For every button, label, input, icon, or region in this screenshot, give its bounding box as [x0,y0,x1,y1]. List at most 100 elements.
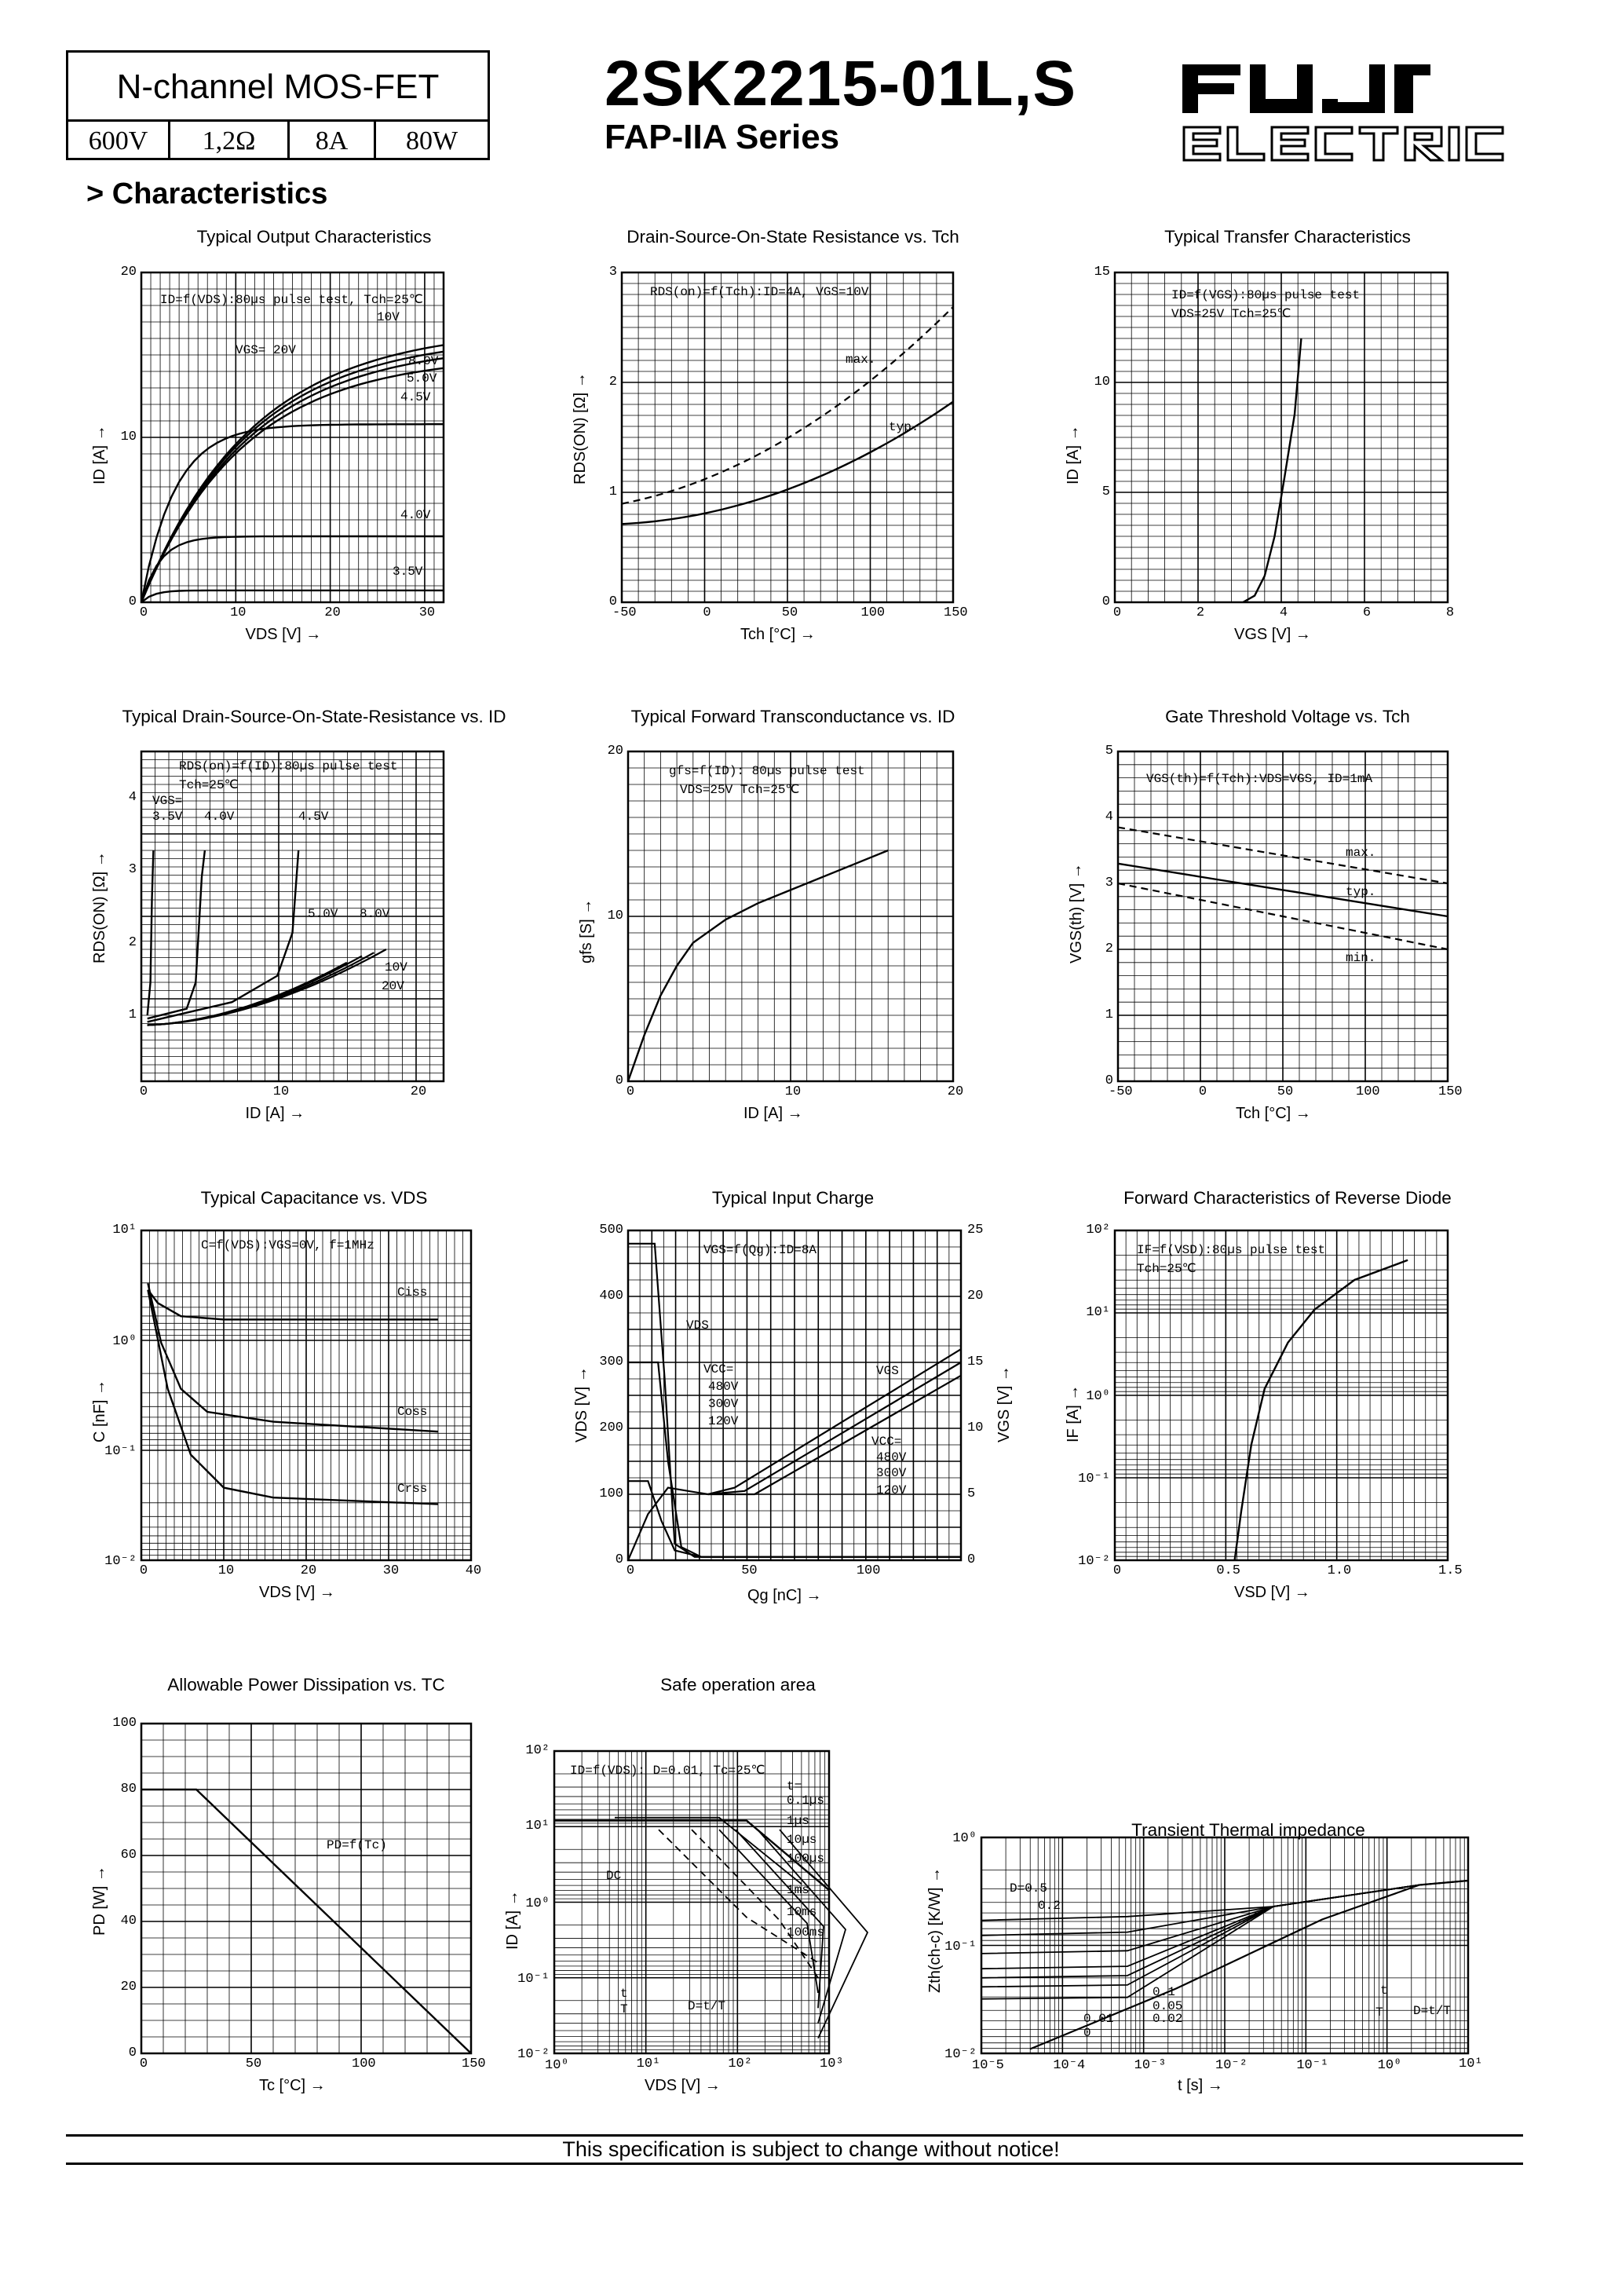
c11-note: 10µs [787,1833,817,1847]
c4-note: 4.5V [298,810,329,824]
c11-dc-line [554,1819,830,1892]
c2-xtick: 150 [944,605,968,620]
c1-curve [140,367,444,603]
c1-note: 10V [377,310,400,324]
c12-single-pulse [1029,1879,1469,2050]
c8-xlabel: Qg [nC] → [747,1587,822,1604]
c6-xtick: 100 [1356,1084,1380,1099]
c12-xtick: 10⁻² [1215,2058,1248,2073]
c4-note: VGS= [152,794,183,808]
c4-xtick: 10 [272,1084,290,1099]
c6-ylabel: VGS(th) [V] → [1068,863,1085,963]
c7-xtick: 10 [217,1563,235,1578]
c8-ytick: 100 [599,1486,623,1501]
c10-xlabel: Tc [°C] → [259,2077,326,2094]
c8-ytick: 0 [615,1552,623,1567]
c6-max-curve [1117,826,1448,885]
c3-curve [1242,338,1302,604]
c10-curve [141,1788,472,2054]
c11-xtick: 10² [728,2057,752,2071]
c7-note: Coss [397,1405,428,1419]
c1-curve-4.0v [140,535,444,603]
c12-ylabel: Zth(ch-c) [K/W] → [926,1866,944,1993]
c8-ytick2: 10 [967,1420,984,1435]
c6-ytick: 0 [1105,1073,1113,1088]
c11-pulse-line [691,1829,819,1979]
c9-note: Tch=25℃ [1137,1262,1196,1276]
c9-xtick: 1.5 [1438,1563,1463,1578]
c5-grid [627,750,955,1083]
c8-ytick: 400 [599,1289,623,1303]
c11-ytick: 10² [525,1743,550,1758]
c1-ylabel: ID [A] → [91,425,108,484]
part-number: 2SK2215-01L,S [605,48,1077,119]
chart4-title: Typical Drain-Source-On-State-Resistance… [122,707,506,726]
c1-xtick: 30 [418,605,436,620]
c11-xlabel: VDS [V] → [645,2077,721,2094]
c3-ytick: 15 [1094,265,1110,280]
c6-typ-curve [1117,862,1448,918]
c6-ytick: 2 [1105,941,1113,956]
chart3-title: Typical Transfer Characteristics [1164,227,1411,247]
c6-min-curve [1117,882,1448,951]
c7-note: C=f(VDS):VGS=0V, f=1MHz [201,1238,374,1252]
c7-note: Ciss [397,1285,428,1300]
c11-xtick: 10¹ [636,2057,661,2071]
c11-ylabel: ID [A] → [504,1889,521,1950]
c3-note: VDS=25V Tch=25℃ [1171,307,1291,321]
c12-note: 0.01 [1083,2012,1114,2026]
c12-ytick: 10⁻² [944,2047,977,2062]
c7-grid [140,1229,473,1562]
c3-xtick: 6 [1362,605,1372,620]
c8-ylabel: VDS [V] → [573,1366,590,1442]
c2-typ-curve [621,400,954,525]
c10-grid [140,1722,473,2055]
c12-xtick: 10⁻4 [1053,2058,1086,2073]
c1-curve-3.5v [141,589,444,603]
c7-note: Crss [397,1482,428,1496]
c12-ytick: 10⁰ [952,1831,977,1846]
chart1-title: Typical Output Characteristics [196,227,432,247]
c8-ytick2: 25 [967,1223,984,1238]
c10-ylabel: PD [W] → [91,1866,108,1936]
c4-curve-4.0v [147,850,206,1020]
c6-ytick: 3 [1105,876,1113,890]
c8-ytick: 200 [599,1420,623,1435]
c4-curve-3.5v [146,850,155,1016]
c5-xlabel: ID [A] → [743,1105,803,1122]
c2-note: max. [846,353,876,367]
c4-note: 20V [382,979,404,993]
c8-vgs-480 [627,1348,962,1561]
c9-ylabel: IF [A] → [1065,1384,1082,1442]
c2-note: typ. [889,420,919,434]
c8-ytick2: 20 [967,1289,984,1303]
c3-ytick: 5 [1101,484,1110,499]
c4-note: 10V [385,960,407,974]
c2-xlabel: Tch [°C] → [740,626,816,643]
series-name: FAP-IIA Series [605,118,840,156]
c11-note: 1ms [787,1883,809,1897]
c5-xtick: 10 [784,1084,802,1099]
c8-note: VCC= [703,1362,734,1377]
c6-xtick: 50 [1277,1084,1294,1099]
c3-ylabel: ID [A] → [1065,425,1082,484]
c12-note: 0 [1083,2026,1091,2040]
c7-coss-curve [147,1282,439,1433]
c6-ytick: 4 [1105,810,1113,824]
section-title: > Characteristics [86,177,328,210]
c11-note: ID=f(VDS): D=0.01, Tc=25℃ [570,1764,765,1778]
c8-note: 120V [876,1483,907,1497]
c3-xtick: 4 [1279,605,1288,620]
c7-ytick: 10¹ [112,1223,137,1238]
device-type: N-channel MOS-FET [68,53,488,122]
c9-note: IF=f(VSD):80µs pulse test [1137,1243,1326,1257]
c9-curve [1233,1259,1408,1561]
c8-note: 300V [708,1397,739,1411]
c12-ytick: 10⁻¹ [944,1939,977,1954]
spec-voltage: 600V [68,122,170,160]
c9-ytick: 10⁻² [1078,1554,1110,1569]
c10-ytick: 40 [120,1914,137,1929]
c11-ytick: 10¹ [525,1819,550,1834]
c11-xtick: 10⁰ [545,2058,569,2073]
